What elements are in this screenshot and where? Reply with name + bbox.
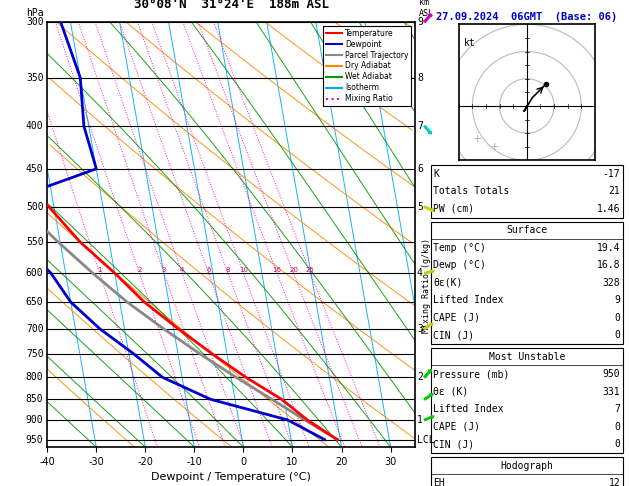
Text: EH: EH [433, 478, 445, 486]
Text: 0: 0 [615, 439, 620, 449]
Text: kt: kt [464, 38, 476, 48]
Text: Lifted Index: Lifted Index [433, 295, 504, 305]
Text: 6: 6 [417, 164, 423, 174]
Text: 12: 12 [608, 478, 620, 486]
Text: 4: 4 [180, 267, 184, 273]
Text: CIN (J): CIN (J) [433, 330, 474, 340]
Text: 850: 850 [26, 394, 43, 404]
X-axis label: Dewpoint / Temperature (°C): Dewpoint / Temperature (°C) [151, 472, 311, 483]
Text: Temp (°C): Temp (°C) [433, 243, 486, 253]
Text: 8: 8 [417, 73, 423, 83]
Text: -17: -17 [603, 169, 620, 179]
Text: 10: 10 [239, 267, 248, 273]
Text: 16: 16 [272, 267, 281, 273]
Text: Totals Totals: Totals Totals [433, 187, 509, 196]
Text: 1.46: 1.46 [597, 204, 620, 214]
Text: Mixing Ratio (g/kg): Mixing Ratio (g/kg) [421, 238, 431, 333]
Text: 4: 4 [417, 268, 423, 278]
Text: 300: 300 [26, 17, 43, 27]
Text: 400: 400 [26, 121, 43, 131]
Text: 6: 6 [206, 267, 211, 273]
Legend: Temperature, Dewpoint, Parcel Trajectory, Dry Adiabat, Wet Adiabat, Isotherm, Mi: Temperature, Dewpoint, Parcel Trajectory… [323, 26, 411, 106]
Text: 800: 800 [26, 372, 43, 382]
Text: 1: 1 [97, 267, 102, 273]
Text: 0: 0 [615, 313, 620, 323]
Text: 500: 500 [26, 202, 43, 212]
Text: CAPE (J): CAPE (J) [433, 422, 481, 432]
Text: 3: 3 [162, 267, 166, 273]
Text: 328: 328 [603, 278, 620, 288]
Text: θε (K): θε (K) [433, 387, 469, 397]
Text: 21: 21 [608, 187, 620, 196]
Text: 7: 7 [417, 121, 423, 131]
Text: Hodograph: Hodograph [500, 461, 554, 470]
Text: 3: 3 [417, 324, 423, 334]
Text: 25: 25 [306, 267, 314, 273]
Text: θε(K): θε(K) [433, 278, 463, 288]
Text: 2: 2 [137, 267, 142, 273]
Text: 5: 5 [417, 202, 423, 212]
Text: km
ASL: km ASL [419, 0, 434, 17]
Text: 7: 7 [615, 404, 620, 414]
Text: 20: 20 [289, 267, 298, 273]
Text: LCL: LCL [417, 434, 435, 445]
Text: 450: 450 [26, 164, 43, 174]
Text: Lifted Index: Lifted Index [433, 404, 504, 414]
Text: +: + [473, 134, 482, 143]
Text: 950: 950 [603, 369, 620, 379]
Text: PW (cm): PW (cm) [433, 204, 474, 214]
Text: 0: 0 [615, 422, 620, 432]
Text: 9: 9 [417, 17, 423, 27]
Text: 750: 750 [26, 349, 43, 359]
Text: Most Unstable: Most Unstable [489, 352, 565, 362]
Text: 331: 331 [603, 387, 620, 397]
Text: 9: 9 [615, 295, 620, 305]
Text: 550: 550 [26, 237, 43, 246]
Text: 950: 950 [26, 434, 43, 445]
Text: 30°08'N  31°24'E  188m ASL: 30°08'N 31°24'E 188m ASL [133, 0, 329, 11]
Text: 650: 650 [26, 297, 43, 307]
Text: 600: 600 [26, 268, 43, 278]
Text: 0: 0 [615, 330, 620, 340]
Text: CAPE (J): CAPE (J) [433, 313, 481, 323]
Text: 16.8: 16.8 [597, 260, 620, 270]
Text: 27.09.2024  06GMT  (Base: 06): 27.09.2024 06GMT (Base: 06) [436, 12, 618, 22]
Text: 350: 350 [26, 73, 43, 83]
Text: Dewp (°C): Dewp (°C) [433, 260, 486, 270]
Text: Surface: Surface [506, 226, 547, 235]
Text: +: + [489, 142, 499, 152]
Text: 2: 2 [417, 372, 423, 382]
Text: Pressure (mb): Pressure (mb) [433, 369, 509, 379]
Text: K: K [433, 169, 439, 179]
Text: 700: 700 [26, 324, 43, 334]
Text: 900: 900 [26, 415, 43, 425]
Text: 8: 8 [226, 267, 230, 273]
Text: hPa: hPa [26, 8, 43, 17]
Text: 1: 1 [417, 415, 423, 425]
Text: 19.4: 19.4 [597, 243, 620, 253]
Text: CIN (J): CIN (J) [433, 439, 474, 449]
